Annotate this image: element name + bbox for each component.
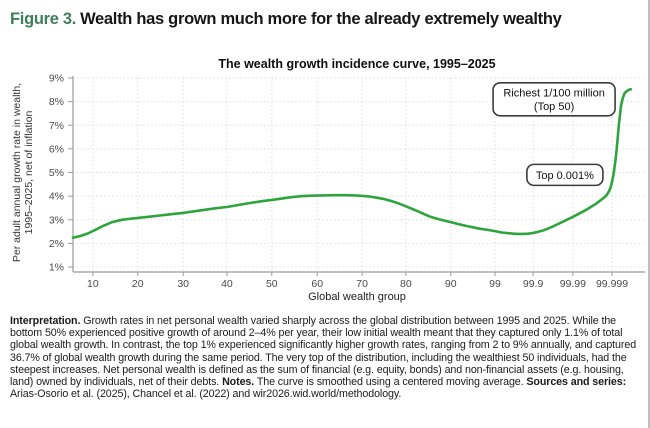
svg-text:99: 99 [489,278,501,290]
figure-title-text: Wealth has grown much more for the alrea… [80,10,562,28]
svg-text:70: 70 [356,278,368,290]
footer-text: Growth rates in net personal wealth vari… [10,315,637,389]
svg-text:60: 60 [311,278,323,290]
svg-text:90: 90 [445,278,457,290]
figure-title: Figure 3. Wealth has grown much more for … [10,10,646,29]
svg-text:5%: 5% [49,167,64,179]
svg-text:1%: 1% [49,262,64,274]
svg-text:30: 30 [177,278,189,290]
interpretation-notes-sources: Interpretation. Growth rates in net pers… [10,315,646,400]
footer-text: Arias-Osorio et al. (2025), Chancel et a… [10,388,402,401]
y-axis-label: Per adult annual growth rate in wealth, 1… [11,83,35,262]
svg-text:99.9: 99.9 [523,278,544,290]
svg-text:40: 40 [221,278,233,290]
footer-bold-label: Interpretation. [10,315,81,327]
svg-text:10: 10 [87,278,99,290]
footer-bold-label: Sources and series: [526,376,627,389]
svg-text:1995–2025, net of inflation: 1995–2025, net of inflation [23,110,35,234]
chart-title: The wealth growth incidence curve, 1995–… [218,57,496,71]
tick-labels: 1% 2% 3% 4% 5% 6% 7% 8% 9% 10 20 30 40 50 60 70 80 90 99 99… [49,73,628,291]
svg-text:20: 20 [132,278,144,290]
svg-text:2%: 2% [49,238,64,250]
svg-text:9%: 9% [49,73,64,85]
wealth-growth-incidence-chart: 1% 2% 3% 4% 5% 6% 7% 8% 9% 10 20 30 40 50 60 70 80 90 99 99… [11,73,645,303]
svg-text:Richest 1/100 million: Richest 1/100 million [503,87,605,99]
svg-text:80: 80 [400,278,412,290]
svg-text:(Top 50): (Top 50) [534,101,574,113]
x-axis-label: Global wealth group [308,291,406,303]
svg-text:8%: 8% [49,96,64,108]
svg-text:3%: 3% [49,214,64,226]
footer-text: The curve is smoothed using a centered m… [254,376,527,389]
svg-text:99.99: 99.99 [560,278,586,290]
screenshot-right-edge [648,0,650,428]
figure-label: Figure 3. [10,10,77,28]
svg-text:99.999: 99.999 [596,278,628,290]
svg-text:Top 0.001%: Top 0.001% [536,170,594,182]
wealth-growth-curve [71,88,633,239]
footer-bold-label: Notes. [222,376,255,389]
annotation-box: Richest 1/100 million (Top 50) [492,81,616,117]
annotation-box: Top 0.001% [526,163,604,187]
svg-text:50: 50 [266,278,278,290]
svg-text:Per adult annual growth rate i: Per adult annual growth rate in wealth, [11,83,23,262]
svg-text:6%: 6% [49,143,64,155]
svg-text:7%: 7% [49,120,64,132]
svg-text:4%: 4% [49,191,64,203]
axes [72,76,645,273]
